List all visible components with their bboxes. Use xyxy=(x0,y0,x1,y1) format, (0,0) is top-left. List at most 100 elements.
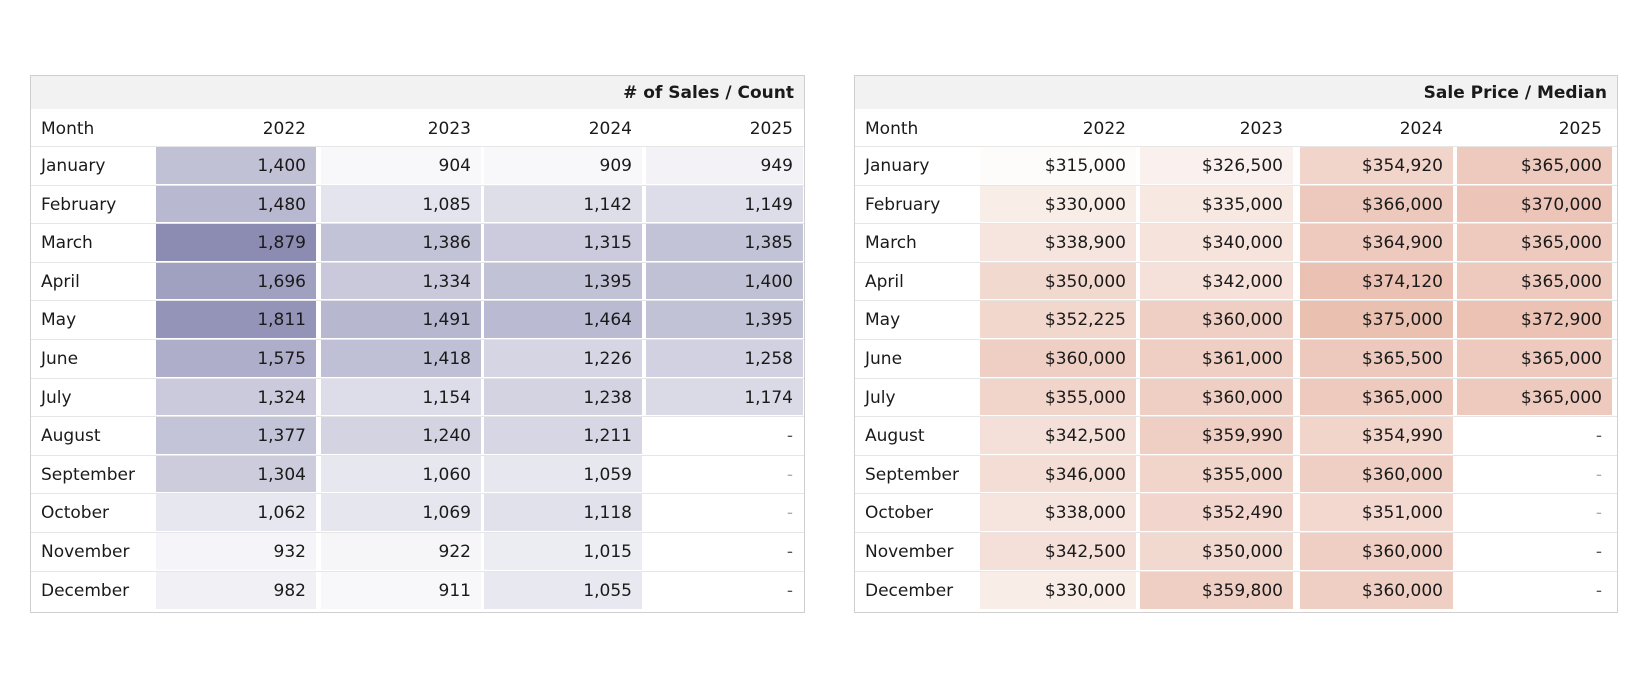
month-label: June xyxy=(865,348,903,369)
value-cell: 1,154 xyxy=(321,378,481,417)
value-cell: $340,000 xyxy=(1140,224,1293,262)
table-row: August $342,500 $359,990 $354,990 - xyxy=(855,417,1617,456)
value-cell: $355,000 xyxy=(980,378,1136,417)
value-cell: $350,000 xyxy=(1140,532,1293,571)
value-cell: 1,575 xyxy=(156,339,316,378)
month-label: November xyxy=(41,541,130,562)
month-label: December xyxy=(41,580,130,601)
table-row: July $355,000 $360,000 $365,000 $365,000 xyxy=(855,378,1617,418)
value-cell: $315,000 xyxy=(980,147,1136,185)
table-title: # of Sales / Count xyxy=(31,76,804,109)
value-cell: - xyxy=(1595,580,1602,601)
value-cell: 1,211 xyxy=(484,417,642,455)
value-cell: $366,000 xyxy=(1300,185,1453,224)
value-cell: 949 xyxy=(646,147,803,185)
month-label: July xyxy=(41,387,72,408)
value-cell: $359,990 xyxy=(1140,417,1293,455)
value-cell: $330,000 xyxy=(980,571,1136,611)
value-cell: $338,000 xyxy=(980,494,1136,532)
value-cell: 1,400 xyxy=(646,262,803,301)
month-label: September xyxy=(865,464,959,485)
value-cell: 1,377 xyxy=(156,417,316,455)
month-label: May xyxy=(865,310,901,331)
value-cell: 1,324 xyxy=(156,378,316,417)
column-header-month: Month xyxy=(41,119,95,139)
table-row: November $342,500 $350,000 $360,000 - xyxy=(855,532,1617,572)
value-cell: 1,258 xyxy=(646,339,803,378)
value-cell: 1,060 xyxy=(321,455,481,494)
table-row: September $346,000 $355,000 $360,000 - xyxy=(855,455,1617,495)
value-cell: 904 xyxy=(321,147,481,185)
value-cell: 1,240 xyxy=(321,417,481,455)
month-label: September xyxy=(41,464,135,485)
table-row: August 1,377 1,240 1,211 - xyxy=(31,417,804,456)
month-label: October xyxy=(865,503,934,524)
table-row: December $330,000 $359,800 $360,000 - xyxy=(855,571,1617,611)
value-cell: 1,386 xyxy=(321,224,481,262)
month-label: April xyxy=(41,271,80,292)
table-row: March $338,900 $340,000 $364,900 $365,000 xyxy=(855,224,1617,263)
value-cell: - xyxy=(1595,503,1602,524)
month-label: July xyxy=(865,387,896,408)
table-row: January $315,000 $326,500 $354,920 $365,000 xyxy=(855,147,1617,186)
value-cell: 1,395 xyxy=(646,301,803,339)
column-header-year: 2025 xyxy=(1558,119,1602,139)
value-cell: $365,500 xyxy=(1300,339,1453,378)
value-cell: 909 xyxy=(484,147,642,185)
table-row: November 932 922 1,015 - xyxy=(31,532,804,572)
value-cell: 932 xyxy=(156,532,316,571)
value-cell: 1,304 xyxy=(156,455,316,494)
value-cell: 1,142 xyxy=(484,185,642,224)
value-cell: 1,085 xyxy=(321,185,481,224)
value-cell: 1,174 xyxy=(646,378,803,417)
value-cell: $346,000 xyxy=(980,455,1136,494)
table-row: May 1,811 1,491 1,464 1,395 xyxy=(31,301,804,340)
value-cell: 982 xyxy=(156,571,316,611)
value-cell: 1,418 xyxy=(321,339,481,378)
column-header-year: 2022 xyxy=(262,119,306,139)
value-cell: $335,000 xyxy=(1140,185,1293,224)
month-label: April xyxy=(865,271,904,292)
value-cell: $350,000 xyxy=(980,262,1136,301)
column-header-year: 2023 xyxy=(1239,119,1283,139)
value-cell: 1,491 xyxy=(321,301,481,339)
value-cell: 1,015 xyxy=(484,532,642,571)
value-cell: $360,000 xyxy=(1300,532,1453,571)
value-cell: 1,385 xyxy=(646,224,803,262)
table-row: January 1,400 904 909 949 xyxy=(31,147,804,186)
value-cell: $360,000 xyxy=(1300,571,1453,611)
value-cell: 1,226 xyxy=(484,339,642,378)
value-cell: $365,000 xyxy=(1300,378,1453,417)
month-label: February xyxy=(41,194,117,215)
value-cell: $359,800 xyxy=(1140,571,1293,611)
value-cell: $365,000 xyxy=(1457,262,1612,301)
value-cell: - xyxy=(786,503,793,524)
value-cell: $342,000 xyxy=(1140,262,1293,301)
value-cell: 1,315 xyxy=(484,224,642,262)
month-label: June xyxy=(41,348,79,369)
value-cell: 1,480 xyxy=(156,185,316,224)
value-cell: $365,000 xyxy=(1457,147,1612,185)
table-row: February 1,480 1,085 1,142 1,149 xyxy=(31,185,804,225)
value-cell: $342,500 xyxy=(980,417,1136,455)
value-cell: - xyxy=(786,580,793,601)
value-cell: $351,000 xyxy=(1300,494,1453,532)
value-cell: 1,118 xyxy=(484,494,642,532)
value-cell: - xyxy=(1595,426,1602,447)
table-title: Sale Price / Median xyxy=(855,76,1617,109)
table-row: March 1,879 1,386 1,315 1,385 xyxy=(31,224,804,263)
value-cell: $372,900 xyxy=(1457,301,1612,339)
table-row: October 1,062 1,069 1,118 - xyxy=(31,494,804,533)
value-cell: 1,464 xyxy=(484,301,642,339)
value-cell: 1,238 xyxy=(484,378,642,417)
value-cell: $354,920 xyxy=(1300,147,1453,185)
value-cell: 1,055 xyxy=(484,571,642,611)
sales-count-table: # of Sales / Count Month 2022 2023 2024 2025… xyxy=(30,75,805,613)
column-header-month: Month xyxy=(865,119,919,139)
value-cell: $338,900 xyxy=(980,224,1136,262)
value-cell: - xyxy=(1595,464,1602,485)
month-label: October xyxy=(41,503,110,524)
value-cell: $360,000 xyxy=(1140,301,1293,339)
value-cell: $354,990 xyxy=(1300,417,1453,455)
value-cell: 1,811 xyxy=(156,301,316,339)
